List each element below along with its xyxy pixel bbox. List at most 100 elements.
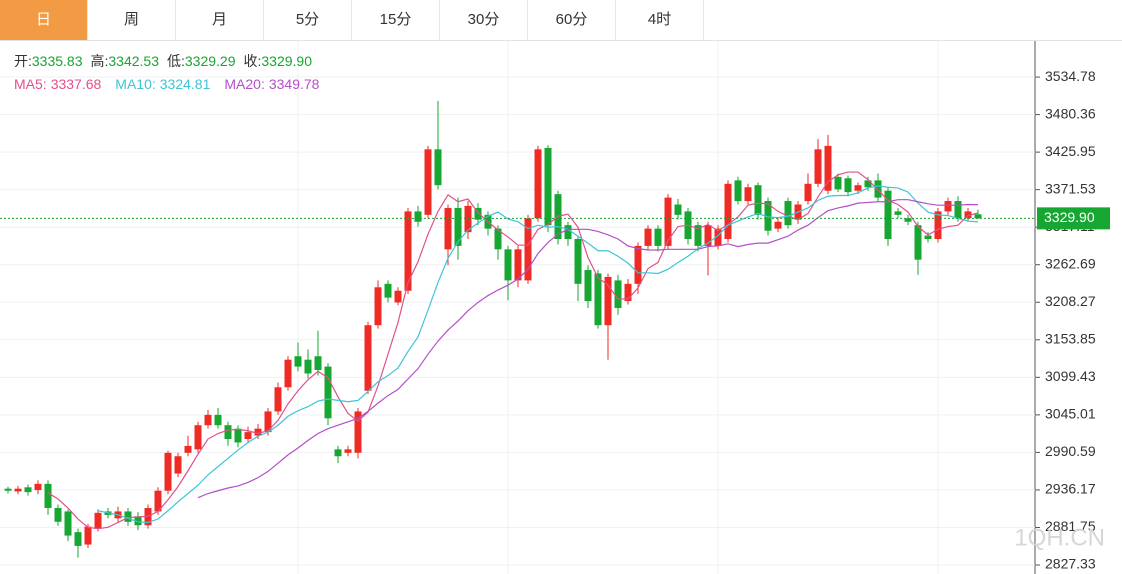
candle-body xyxy=(654,228,662,246)
candle-body xyxy=(694,225,702,246)
candle-body xyxy=(744,187,752,202)
candle-body xyxy=(854,185,862,191)
candle-body xyxy=(314,356,322,371)
candle-body xyxy=(944,201,952,212)
candle-body xyxy=(844,178,852,193)
period-tab[interactable]: 15分 xyxy=(352,0,440,40)
candle-body xyxy=(524,218,532,281)
candle-body xyxy=(784,201,792,226)
candle-body xyxy=(304,359,312,374)
candle-body xyxy=(334,449,342,457)
y-tick-label: 3534.78 xyxy=(1045,68,1096,84)
candle-body xyxy=(454,207,462,246)
candle-body xyxy=(14,488,22,492)
info-value: 3335.83 xyxy=(32,53,83,69)
candle-body xyxy=(224,425,232,440)
candle-body xyxy=(294,356,302,367)
info-value: 3342.53 xyxy=(108,53,159,69)
last-price-tag xyxy=(1037,207,1110,230)
candle-body xyxy=(834,176,842,190)
candle-body xyxy=(804,183,812,202)
period-tab[interactable]: 30分 xyxy=(440,0,528,40)
last-price-label: 3329.90 xyxy=(1044,209,1095,225)
candle-body xyxy=(44,483,52,508)
candle-body xyxy=(494,228,502,250)
ma-line xyxy=(97,185,979,524)
y-tick-label: 3099.43 xyxy=(1045,368,1096,384)
period-tab[interactable]: 4时 xyxy=(616,0,704,40)
candle-body xyxy=(324,366,332,419)
legend-name: MA20: xyxy=(224,76,264,92)
y-tick-label: 2881.75 xyxy=(1045,518,1096,534)
candle-body xyxy=(964,211,972,219)
info-value: 3329.90 xyxy=(261,53,312,69)
candle-body xyxy=(874,180,882,198)
candle-body xyxy=(904,218,912,222)
candle-body xyxy=(584,270,592,302)
y-tick-label: 2936.17 xyxy=(1045,481,1096,497)
candle-body xyxy=(274,387,282,412)
candle-body xyxy=(604,276,612,326)
candle-body xyxy=(284,359,292,388)
candle-body xyxy=(814,149,822,184)
candle-body xyxy=(634,245,642,284)
y-tick-label: 2827.33 xyxy=(1045,556,1096,572)
period-tabs: 日周月 5分 15分 30分 60分 4时 xyxy=(0,0,1122,41)
candle-body xyxy=(4,488,12,491)
candle-body xyxy=(434,149,442,186)
candle-body xyxy=(704,225,712,246)
period-tab[interactable]: 周 xyxy=(88,0,176,40)
candle-body xyxy=(164,452,172,491)
candle-body xyxy=(214,414,222,426)
y-tick-label: 3262.69 xyxy=(1045,255,1096,271)
y-tick-label: 3045.01 xyxy=(1045,406,1096,422)
y-tick-label: 3425.95 xyxy=(1045,143,1096,159)
period-tab[interactable]: 月 xyxy=(176,0,264,40)
candle-body xyxy=(444,207,452,250)
candle-body xyxy=(364,325,372,391)
y-tick-label: 3371.53 xyxy=(1045,180,1096,196)
candle-body xyxy=(234,428,242,443)
candle-body xyxy=(424,149,432,215)
legend-value: 3349.78 xyxy=(269,76,320,92)
y-tick-label: 2990.59 xyxy=(1045,443,1096,459)
info-value: 3329.29 xyxy=(185,53,236,69)
candle-body xyxy=(474,207,482,220)
candle-body xyxy=(204,414,212,426)
candle-body xyxy=(194,425,202,450)
period-tab[interactable]: 5分 xyxy=(264,0,352,40)
candle-body xyxy=(734,180,742,202)
watermark: 1QH.CN xyxy=(1014,524,1105,551)
candle-body xyxy=(864,180,872,188)
candle-body xyxy=(564,225,572,239)
y-tick-label: 3153.85 xyxy=(1045,331,1096,347)
candle-body xyxy=(714,228,722,246)
candle-body xyxy=(54,507,62,522)
legend-value: 3324.81 xyxy=(160,76,211,92)
candle-body xyxy=(774,221,782,229)
candle-body xyxy=(84,526,92,545)
period-tab[interactable]: 60分 xyxy=(528,0,616,40)
candle-body xyxy=(34,483,42,491)
candle-body xyxy=(354,411,362,453)
legend-value: 3337.68 xyxy=(51,76,102,92)
candle-body xyxy=(644,228,652,246)
candle-body xyxy=(624,283,632,302)
candle-body xyxy=(184,445,192,453)
candle-body xyxy=(934,211,942,239)
candle-body xyxy=(174,456,182,474)
ohlc-info: 开:3335.83 高:3342.53 低:3329.29 收:3329.90 xyxy=(14,53,312,69)
period-tab[interactable]: 日 xyxy=(0,0,88,40)
candle-body xyxy=(754,185,762,215)
candle-body xyxy=(764,201,772,231)
candle-body xyxy=(94,512,102,529)
candle-body xyxy=(384,283,392,298)
ma-line xyxy=(47,171,979,530)
candle-body xyxy=(394,290,402,303)
y-tick-label: 3208.27 xyxy=(1045,293,1096,309)
legend-name: MA5: xyxy=(14,76,47,92)
candle-body xyxy=(884,190,892,239)
y-tick-label: 3480.36 xyxy=(1045,105,1096,121)
